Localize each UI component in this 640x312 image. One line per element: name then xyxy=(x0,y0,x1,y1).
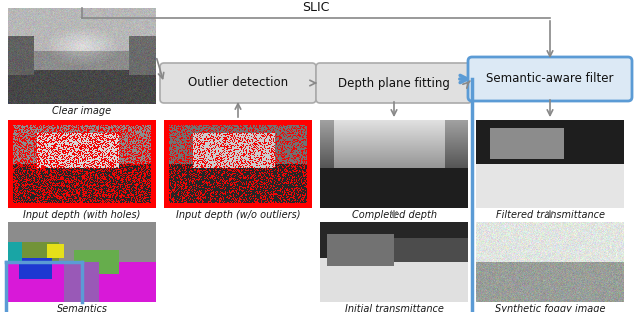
Text: Synthetic foggy image: Synthetic foggy image xyxy=(495,304,605,312)
Text: Input depth (with holes): Input depth (with holes) xyxy=(23,210,141,220)
Text: Input depth (w/o outliers): Input depth (w/o outliers) xyxy=(176,210,300,220)
Text: Semantic-aware filter: Semantic-aware filter xyxy=(486,72,614,85)
FancyBboxPatch shape xyxy=(316,63,472,103)
Text: Semantics: Semantics xyxy=(56,304,108,312)
FancyBboxPatch shape xyxy=(160,63,316,103)
Text: Filtered transmittance: Filtered transmittance xyxy=(495,210,605,220)
FancyBboxPatch shape xyxy=(468,57,632,101)
Text: Depth plane fitting: Depth plane fitting xyxy=(338,76,450,90)
Text: Initial transmittance: Initial transmittance xyxy=(344,304,444,312)
Text: Clear image: Clear image xyxy=(52,106,111,116)
Text: Outlier detection: Outlier detection xyxy=(188,76,288,90)
Text: SLIC: SLIC xyxy=(302,1,330,14)
Text: Completed depth: Completed depth xyxy=(351,210,436,220)
